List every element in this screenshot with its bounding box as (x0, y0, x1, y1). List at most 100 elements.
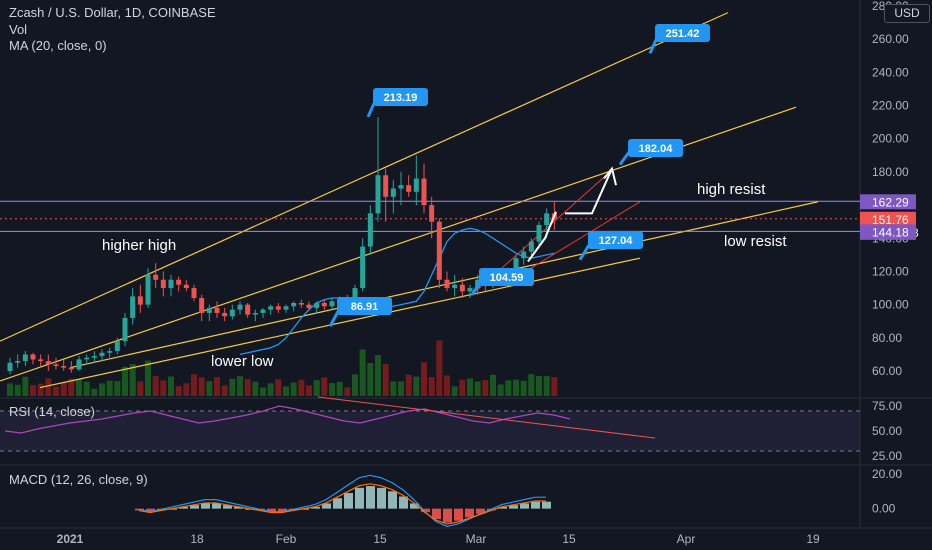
volume-bar (298, 379, 305, 396)
macd-histogram-bar (344, 493, 353, 509)
callout-value: 104.59 (490, 272, 524, 284)
callout-value: 251.42 (666, 28, 700, 40)
candle-body (406, 185, 412, 192)
macd-histogram-bar (454, 508, 463, 521)
time-axis-label: 15 (562, 532, 576, 546)
annotation-text: high resist (697, 181, 766, 198)
annotation-text: low resist (724, 233, 787, 250)
volume-bar (551, 377, 558, 396)
volume-bar (175, 386, 182, 396)
candle-body (329, 301, 335, 307)
volume-bar (482, 380, 489, 396)
candle-body (206, 307, 212, 313)
macd-signal-line (138, 483, 546, 525)
macd-histogram-bar (179, 506, 188, 509)
macd-histogram-bar (520, 503, 529, 509)
volume-bar (14, 384, 21, 396)
candle-body (91, 356, 97, 358)
volume-bar (321, 377, 328, 396)
candle-body (260, 309, 266, 313)
volume-bar (7, 383, 13, 396)
macd-histogram-bar (432, 508, 441, 520)
candle-body (398, 185, 404, 189)
candle-body (114, 341, 120, 352)
candle-body (536, 225, 542, 242)
candle-body (229, 309, 235, 317)
candle-body (222, 312, 228, 317)
callout-value: 213.19 (384, 92, 418, 104)
annotation-text: higher high (102, 237, 176, 254)
price-tick-label: 100.00 (872, 298, 909, 312)
volume-bar (145, 360, 151, 396)
macd-histogram-bar (322, 503, 331, 509)
volume-bar (513, 379, 519, 396)
projection-arrow (565, 168, 613, 215)
price-badge (860, 194, 916, 210)
candle-body (252, 312, 258, 315)
callout-box (337, 297, 392, 315)
candle-body (145, 274, 151, 305)
candle-body (521, 251, 527, 259)
macd-histogram-bar (366, 486, 375, 509)
rsi-tick-label: 50.00 (872, 424, 902, 438)
callout-box (655, 24, 710, 42)
candle-body (45, 361, 51, 365)
channel-line (39, 257, 641, 389)
volume-bar (398, 381, 404, 396)
time-axis-label: Apr (677, 532, 696, 546)
volume-bar (490, 374, 496, 396)
recent-arrow (527, 211, 557, 263)
macd-tick-label: 0.00 (872, 502, 896, 516)
volume-bar (329, 383, 335, 396)
candle-body (429, 205, 435, 222)
macd-histogram-bar (201, 503, 210, 509)
price-badge-value: 144.18 (872, 225, 909, 239)
ma-line (239, 227, 555, 356)
candle-body (99, 352, 105, 357)
price-tick-label: 60.00 (872, 364, 902, 378)
candle-body (107, 351, 113, 353)
candle-body (68, 367, 74, 370)
volume-bar (528, 374, 535, 396)
rsi-line (4, 405, 571, 434)
macd-histogram-bar (311, 506, 320, 509)
volume-bar (168, 376, 174, 396)
macd-histogram-bar (465, 508, 474, 518)
macd-histogram-bar (498, 506, 507, 509)
time-axis-label: 2021 (57, 532, 84, 546)
volume-bar (68, 378, 75, 396)
volume-bar (344, 387, 351, 396)
callout-box (588, 231, 643, 249)
volume-bar (229, 378, 236, 396)
volume-bar (137, 381, 144, 396)
volume-bar (221, 385, 228, 396)
candle-body (183, 284, 189, 289)
macd-histogram-bar (410, 503, 419, 509)
volume-bar (91, 388, 98, 396)
candle-body (421, 178, 427, 206)
rising-channel-line (519, 201, 641, 276)
candle-body (375, 175, 381, 214)
price-tick-label: 180.00 (872, 165, 909, 179)
rsi-label: RSI (14, close) (9, 404, 95, 419)
volume-bar (30, 385, 36, 396)
price-tick-label: 80.00 (872, 331, 902, 345)
candle-body (160, 279, 166, 289)
volume-bar (191, 374, 197, 396)
volume-bar (367, 363, 374, 396)
volume-bar (283, 386, 289, 396)
volume-bar (359, 349, 366, 396)
volume-bar (237, 376, 243, 396)
volume-bar (214, 377, 220, 396)
macd-histogram-bar (443, 508, 452, 523)
currency-button[interactable]: USD (884, 4, 930, 23)
candle-body (245, 304, 251, 315)
candle-body (383, 175, 389, 197)
price-tick-label: 120.00 (872, 264, 909, 278)
volume-bar (267, 383, 274, 396)
volume-bar (99, 383, 105, 396)
volume-bar (413, 376, 420, 396)
volume-bar (106, 380, 113, 396)
macd-histogram-bar (388, 491, 397, 509)
